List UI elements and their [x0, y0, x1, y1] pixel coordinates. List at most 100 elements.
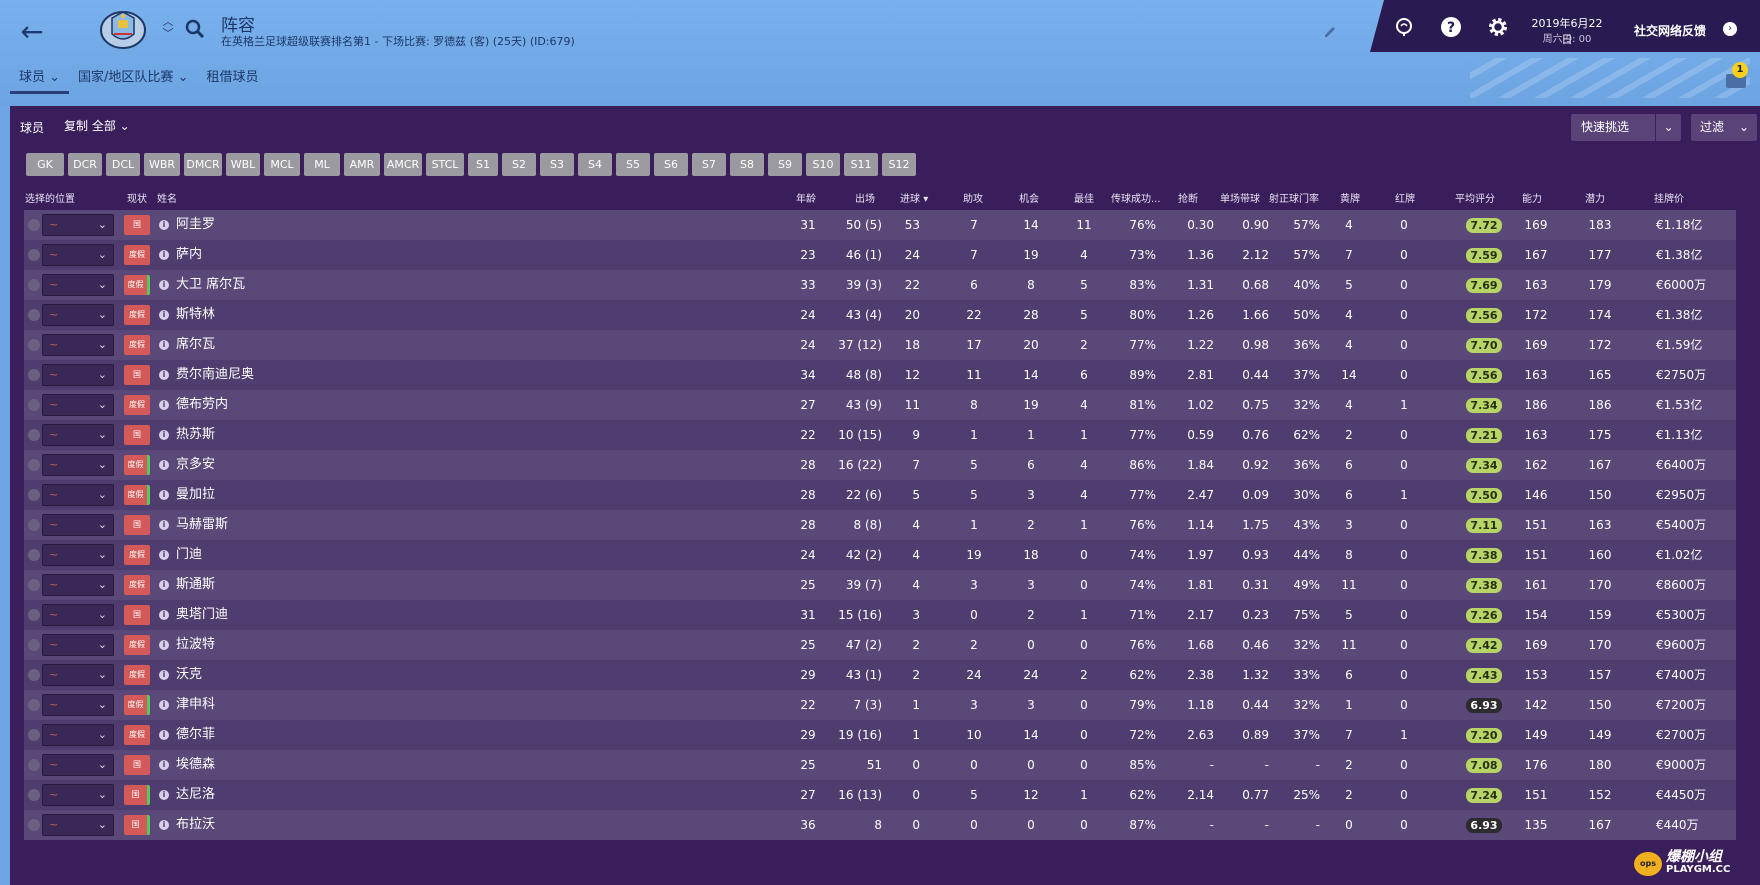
position-select[interactable]: ~ ⌄	[42, 724, 114, 746]
position-select[interactable]: ~ ⌄	[42, 544, 114, 566]
tab-players[interactable]: 球员 ⌄	[10, 68, 70, 94]
help-icon[interactable]: ?	[1440, 16, 1462, 38]
table-row[interactable]: ~ ⌄ 度假 i 津申科 22 7 (3) 1 3 3 0 79% 1.18 0.44 32% 1 0 142 15…	[24, 690, 1736, 720]
club-badge-icon[interactable]	[98, 8, 148, 50]
table-row[interactable]: ~ ⌄ 度假 i 拉波特 25 47 (2) 2 2 0 0 76% 1.68 0.46 32% 11 0 169…	[24, 630, 1736, 660]
player-name[interactable]: 席尔瓦	[176, 337, 216, 352]
table-row[interactable]: ~ ⌄ 度假 i 大卫 席尔瓦 33 39 (3) 22 6 8 5 83% 1.31 0.68 40% 5 0…	[24, 270, 1736, 300]
table-row[interactable]: ~ ⌄ 度假 i 斯特林 24 43 (4) 20 22 28 5 80% 1.26 1.66 50% 4 0 1…	[24, 300, 1736, 330]
position-select[interactable]: ~ ⌄	[42, 814, 114, 836]
pencil-icon[interactable]	[1322, 22, 1338, 38]
player-name[interactable]: 奥塔门迪	[176, 607, 229, 622]
row-checkbox[interactable]	[28, 789, 40, 801]
table-row[interactable]: ~ ⌄ 度假 i 德尔菲 29 19 (16) 1 10 14 0 72% 2.63 0.89 37% 7 1 1…	[24, 720, 1736, 750]
table-row[interactable]: ~ ⌄ 度假 i 曼加拉 28 22 (6) 5 5 3 4 77% 2.47 0.09 30% 6 1 146 1…	[24, 480, 1736, 510]
position-button-s5[interactable]: S5	[616, 153, 650, 176]
col-value[interactable]: 挂牌价	[1654, 194, 1684, 205]
position-button-s9[interactable]: S9	[768, 153, 802, 176]
position-select[interactable]: ~ ⌄	[42, 274, 114, 296]
player-name[interactable]: 马赫雷斯	[176, 517, 229, 532]
position-select[interactable]: ~ ⌄	[42, 574, 114, 596]
col-red[interactable]: 红牌	[1395, 194, 1415, 205]
row-checkbox[interactable]	[28, 669, 40, 681]
position-select[interactable]: ~ ⌄	[42, 664, 114, 686]
player-name[interactable]: 热苏斯	[176, 427, 216, 442]
info-icon[interactable]: i	[159, 340, 169, 350]
position-button-amr[interactable]: AMR	[344, 153, 380, 176]
position-button-dmcr[interactable]: DMCR	[184, 153, 222, 176]
player-name[interactable]: 大卫 席尔瓦	[176, 277, 246, 292]
row-checkbox[interactable]	[28, 279, 40, 291]
row-checkbox[interactable]	[28, 819, 40, 831]
position-button-s10[interactable]: S10	[806, 153, 840, 176]
player-name[interactable]: 达尼洛	[176, 787, 216, 802]
position-select[interactable]: ~ ⌄	[42, 304, 114, 326]
row-checkbox[interactable]	[28, 519, 40, 531]
player-name[interactable]: 门迪	[176, 547, 203, 562]
col-yellow[interactable]: 黄牌	[1340, 194, 1360, 205]
prev-next-arrows-icon[interactable]: ︿ ﹀	[162, 15, 174, 40]
row-checkbox[interactable]	[28, 489, 40, 501]
position-select[interactable]: ~ ⌄	[42, 334, 114, 356]
search-icon[interactable]	[184, 18, 206, 40]
info-icon[interactable]: i	[159, 220, 169, 230]
status-badge[interactable]: 国家/...	[124, 755, 150, 775]
player-name[interactable]: 拉波特	[176, 637, 216, 652]
info-icon[interactable]: i	[159, 400, 169, 410]
col-select-position[interactable]: 选择的位置	[25, 194, 75, 205]
col-pom[interactable]: 最佳	[1074, 194, 1094, 205]
position-select[interactable]: ~ ⌄	[42, 424, 114, 446]
row-checkbox[interactable]	[28, 549, 40, 561]
position-button-dcl[interactable]: DCL	[106, 153, 140, 176]
position-button-ml[interactable]: ML	[304, 153, 340, 176]
col-goals[interactable]: 进球 ▾	[900, 190, 928, 205]
player-name[interactable]: 斯特林	[176, 307, 216, 322]
status-badge[interactable]: 度假	[124, 335, 150, 355]
position-button-s3[interactable]: S3	[540, 153, 574, 176]
status-badge[interactable]: 度假	[124, 635, 150, 655]
info-icon[interactable]: i	[159, 250, 169, 260]
brain-icon[interactable]	[1393, 16, 1415, 38]
position-button-wbl[interactable]: WBL	[226, 153, 260, 176]
info-icon[interactable]: i	[159, 550, 169, 560]
position-button-amcr[interactable]: AMCR	[384, 153, 422, 176]
info-icon[interactable]: i	[159, 370, 169, 380]
table-row[interactable]: ~ ⌄ 度假 i 德布劳内 27 43 (9) 11 8 19 4 81% 1.02 0.75 32% 4 1 1…	[24, 390, 1736, 420]
position-button-wbr[interactable]: WBR	[144, 153, 180, 176]
status-badge[interactable]: 度假	[124, 245, 150, 265]
status-badge[interactable]: 国家/...	[124, 815, 150, 835]
position-select[interactable]: ~ ⌄	[42, 244, 114, 266]
position-button-s4[interactable]: S4	[578, 153, 612, 176]
position-select[interactable]: ~ ⌄	[42, 694, 114, 716]
row-checkbox[interactable]	[28, 579, 40, 591]
tab-international[interactable]: 国家/地区队比赛 ⌄	[78, 70, 189, 85]
player-name[interactable]: 德尔菲	[176, 727, 216, 742]
chevron-down-icon[interactable]: ⌄	[1655, 114, 1681, 141]
position-select[interactable]: ~ ⌄	[42, 754, 114, 776]
status-badge[interactable]: 度假	[124, 275, 150, 295]
social-feedback-button[interactable]: 社交网络反馈	[1634, 24, 1707, 38]
position-button-s2[interactable]: S2	[502, 153, 536, 176]
row-checkbox[interactable]	[28, 309, 40, 321]
info-icon[interactable]: i	[159, 490, 169, 500]
row-checkbox[interactable]	[28, 729, 40, 741]
position-select[interactable]: ~ ⌄	[42, 514, 114, 536]
player-name[interactable]: 阿圭罗	[176, 217, 216, 232]
col-apps[interactable]: 出场	[855, 194, 875, 205]
status-badge[interactable]: 度假	[124, 575, 150, 595]
table-row[interactable]: ~ ⌄ 度假 i 京多安 28 16 (22) 7 5 6 4 86% 1.84 0.92 36% 6 0 162…	[24, 450, 1736, 480]
status-badge[interactable]: 国家/...	[124, 515, 150, 535]
position-select[interactable]: ~ ⌄	[42, 454, 114, 476]
info-icon[interactable]: i	[159, 280, 169, 290]
col-chances[interactable]: 机会	[1019, 194, 1039, 205]
info-icon[interactable]: i	[159, 520, 169, 530]
info-icon[interactable]: i	[159, 460, 169, 470]
player-name[interactable]: 京多安	[176, 457, 216, 472]
position-select[interactable]: ~ ⌄	[42, 604, 114, 626]
back-arrow-icon[interactable]: ←	[20, 15, 44, 48]
